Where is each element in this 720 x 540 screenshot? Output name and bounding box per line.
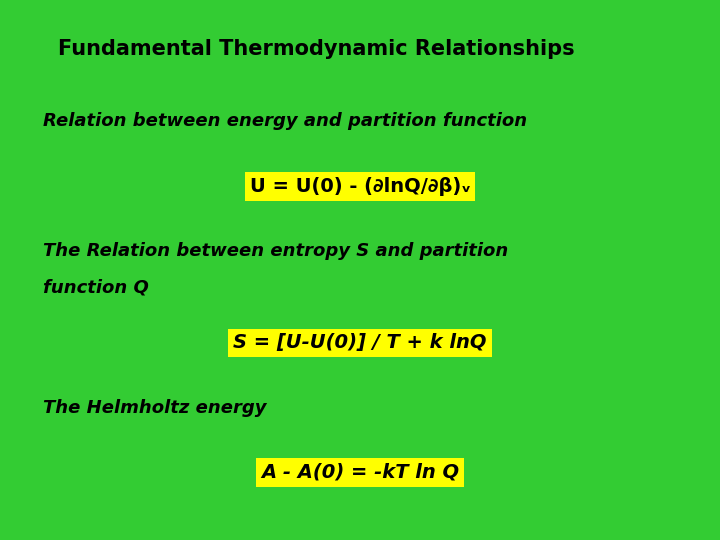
- Text: Fundamental Thermodynamic Relationships: Fundamental Thermodynamic Relationships: [58, 38, 575, 59]
- Text: The Relation between entropy S and partition: The Relation between entropy S and parti…: [43, 242, 508, 260]
- Text: function Q: function Q: [43, 278, 149, 296]
- Text: A - A(0) = -kT ln Q: A - A(0) = -kT ln Q: [261, 463, 459, 482]
- Text: S = [U-U(0)] / T + k lnQ: S = [U-U(0)] / T + k lnQ: [233, 333, 487, 353]
- Text: U = U(0) - (∂lnQ/∂β)ᵥ: U = U(0) - (∂lnQ/∂β)ᵥ: [250, 177, 470, 196]
- Text: Relation between energy and partition function: Relation between energy and partition fu…: [43, 112, 527, 131]
- Text: The Helmholtz energy: The Helmholtz energy: [43, 399, 266, 417]
